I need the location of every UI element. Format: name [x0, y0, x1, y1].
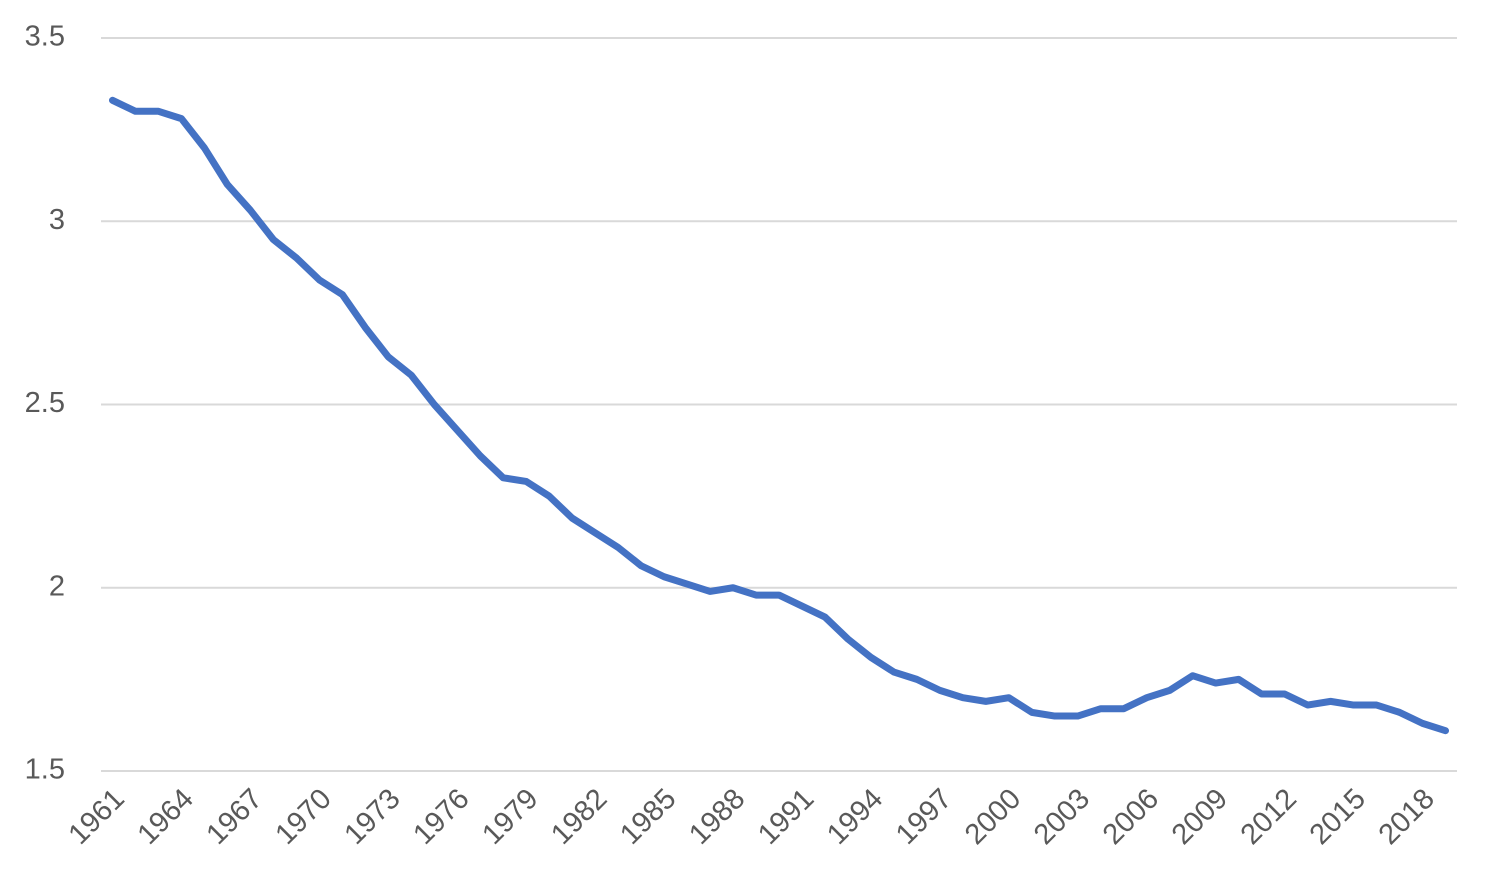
- x-tick-label: 1961: [63, 783, 131, 851]
- y-tick-label: 2.5: [25, 387, 65, 419]
- x-tick-label: 2006: [1097, 783, 1165, 851]
- x-tick-label: 2012: [1235, 783, 1303, 851]
- data-line: [108, 96, 1450, 735]
- x-tick-label: 1970: [269, 783, 337, 851]
- x-tick-label: 2018: [1373, 783, 1441, 851]
- x-tick-label: 1985: [614, 783, 682, 851]
- y-tick-label: 3.5: [25, 21, 65, 53]
- y-tick-label: 1.5: [25, 754, 65, 786]
- x-tick-label: 1976: [407, 783, 475, 851]
- y-tick-label: 3: [49, 204, 65, 236]
- x-tick-label: 1979: [476, 783, 544, 851]
- x-tick-label: 1982: [545, 783, 613, 851]
- x-tick-label: 2000: [959, 783, 1027, 851]
- x-tick-label: 1991: [752, 783, 820, 851]
- x-tick-label: 2015: [1304, 783, 1372, 851]
- y-tick-label: 2: [49, 570, 65, 602]
- x-tick-label: 2009: [1166, 783, 1234, 851]
- x-tick-label: 1964: [132, 783, 200, 851]
- x-tick-label: 1988: [683, 783, 751, 851]
- x-tick-label: 2003: [1028, 783, 1096, 851]
- x-tick-label: 1967: [201, 783, 269, 851]
- x-tick-label: 1994: [821, 783, 889, 851]
- x-tick-label: 1997: [890, 783, 958, 851]
- x-tick-label: 1973: [338, 783, 406, 851]
